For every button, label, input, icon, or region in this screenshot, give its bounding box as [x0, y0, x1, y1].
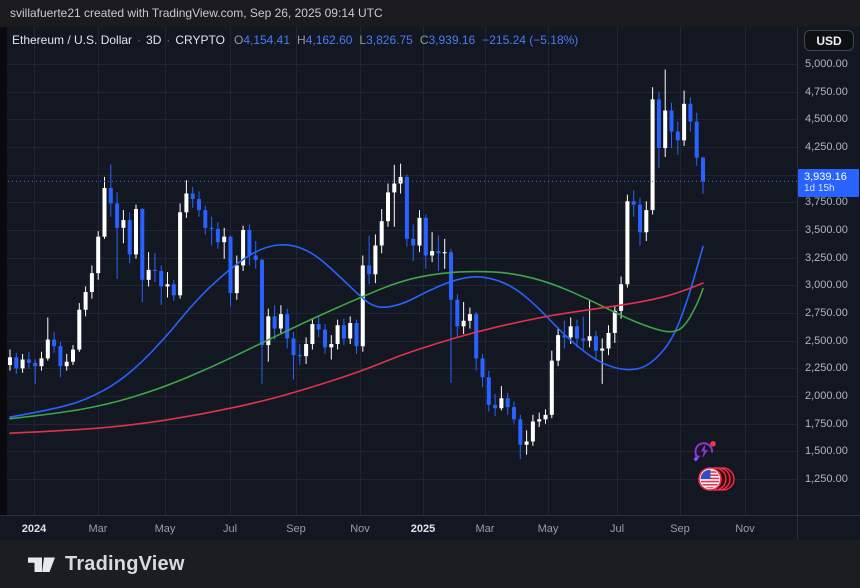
price-tick: 3,500.00	[805, 224, 848, 237]
time-tick: Sep	[670, 523, 690, 535]
attribution-bar: svillafuerte21 created with TradingView.…	[0, 0, 860, 27]
currency-toggle-button[interactable]: USD	[804, 30, 854, 51]
purple-refresh-lightning-icon[interactable]	[692, 439, 717, 464]
attribution-text: svillafuerte21 created with TradingView.…	[10, 6, 383, 20]
exchange-label: CRYPTO	[175, 33, 225, 47]
price-tick: 2,000.00	[805, 390, 848, 403]
price-tick: 1,250.00	[805, 473, 848, 486]
ohlc-l: L3,826.75	[359, 33, 413, 47]
brand-footer: TradingView	[0, 540, 860, 588]
ohlc-c: C3,939.16	[419, 33, 476, 47]
last-price-label: 3,939.16 1d 15h	[798, 169, 859, 198]
tradingview-logo-text: TradingView	[65, 552, 185, 575]
ohlc-h: H4,162.60	[297, 33, 353, 47]
separator-dot: ·	[137, 33, 142, 47]
usd-coin-stack-icon[interactable]	[694, 465, 738, 493]
last-price-value: 3,939.16	[804, 171, 847, 184]
time-tick: 2025	[410, 523, 436, 535]
tradingview-logo[interactable]: TradingView	[27, 551, 185, 578]
interval-label[interactable]: 3D	[146, 33, 162, 47]
price-scale[interactable]: 5,000.004,750.004,500.004,250.004,000.00…	[797, 27, 860, 515]
time-tick: Jul	[609, 523, 625, 535]
separator-dot: ·	[166, 33, 171, 47]
left-margin	[0, 27, 7, 540]
time-scale[interactable]: 2024 Mar May Jul Sep Nov 2025 Mar May Jul Sep Nov	[0, 515, 860, 540]
price-chart-canvas[interactable]	[0, 27, 797, 515]
time-tick: Mar	[88, 523, 108, 535]
tradingview-logo-icon	[28, 557, 55, 572]
price-tick: 3,250.00	[805, 251, 848, 264]
time-tick: Nov	[735, 523, 755, 535]
price-tick: 4,500.00	[805, 113, 848, 126]
price-tick: 2,500.00	[805, 334, 848, 347]
price-tick: 1,500.00	[805, 445, 848, 458]
bar-countdown: 1d 15h	[804, 183, 835, 195]
price-tick: 2,250.00	[805, 362, 848, 375]
price-tick: 1,750.00	[805, 417, 848, 430]
chart-container[interactable]: Ethereum / U.S. Dollar · 3D · CRYPTO O4,…	[0, 27, 860, 540]
time-tick: Nov	[350, 523, 370, 535]
time-tick: Mar	[475, 523, 495, 535]
time-tick: 2024	[21, 523, 47, 535]
time-tick: Jul	[222, 523, 238, 535]
symbol-title[interactable]: Ethereum / U.S. Dollar	[12, 33, 133, 47]
price-tick: 2,750.00	[805, 307, 848, 320]
time-tick: Sep	[286, 523, 306, 535]
time-tick: May	[537, 523, 559, 535]
ohlc-values: O4,154.41 H4,162.60 L3,826.75 C3,939.16	[234, 33, 482, 47]
price-tick: 4,250.00	[805, 141, 848, 153]
chart-legend: Ethereum / U.S. Dollar · 3D · CRYPTO O4,…	[12, 32, 578, 48]
price-tick: 3,000.00	[805, 279, 848, 292]
ohlc-o: O4,154.41	[233, 33, 291, 47]
time-tick: May	[154, 523, 176, 535]
change-value: −215.24 (−5.18%)	[482, 33, 579, 47]
axis-corner	[797, 516, 860, 540]
price-tick: 5,000.00	[805, 58, 848, 70]
price-tick: 4,750.00	[805, 85, 848, 98]
price-tick: 3,750.00	[805, 196, 848, 209]
